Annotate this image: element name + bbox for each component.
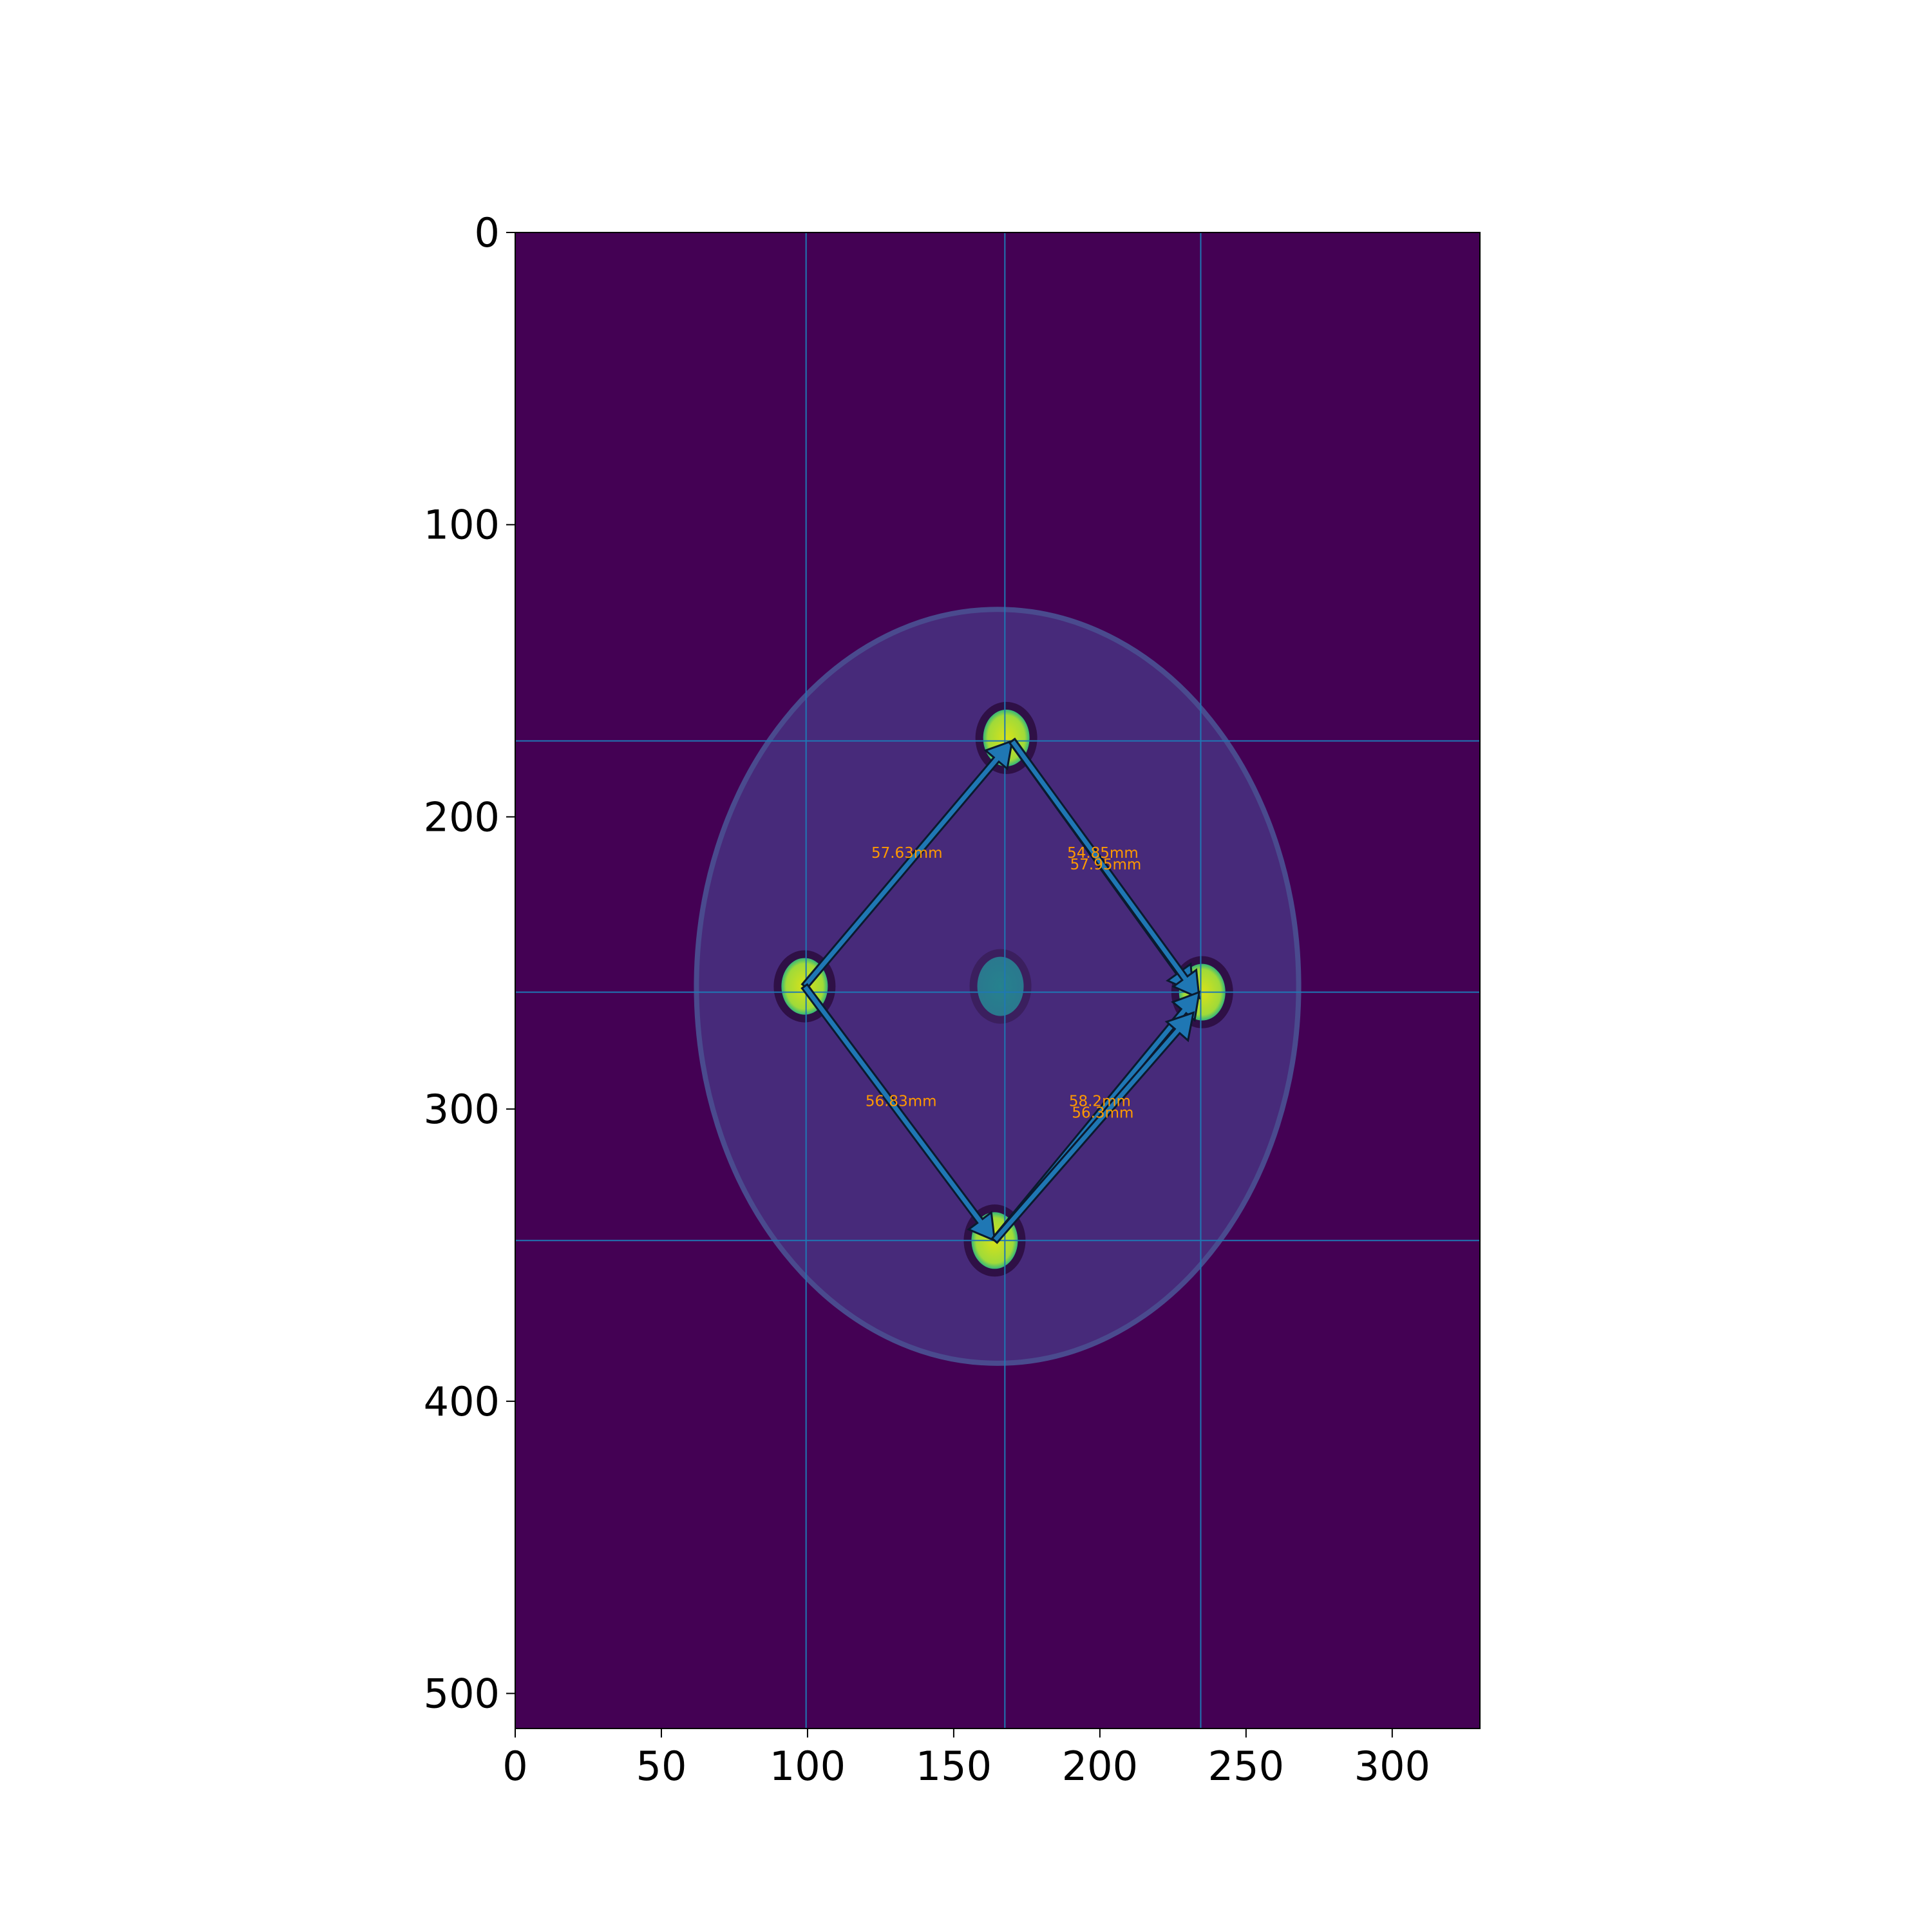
y-tick-label: 100 xyxy=(424,502,500,549)
y-tick-label: 200 xyxy=(424,793,500,840)
image-content xyxy=(515,232,1480,1728)
x-tick-label: 200 xyxy=(1062,1743,1138,1790)
y-tick-label: 300 xyxy=(424,1086,500,1133)
y-tick-label: 500 xyxy=(424,1671,500,1718)
image-axes xyxy=(515,232,1481,1729)
x-tick-label: 0 xyxy=(502,1743,527,1790)
x-tick-label: 150 xyxy=(916,1743,992,1790)
measurement-label: 57.95mm xyxy=(1070,857,1142,873)
x-tick-label: 100 xyxy=(770,1743,846,1790)
axis-ticks: 0 50 100 150 200 250 300 0 100 200 300 400 500 xyxy=(424,209,1430,1790)
measurement-arrow-5 xyxy=(990,1011,1195,1244)
x-tick-label: 300 xyxy=(1354,1743,1430,1790)
x-tick-label: 250 xyxy=(1208,1743,1284,1790)
y-tick-label: 400 xyxy=(424,1378,500,1425)
measurement-label: 56.3mm xyxy=(1072,1105,1133,1122)
measurement-label: 56.83mm xyxy=(866,1094,937,1110)
measurement-label: 57.63mm xyxy=(871,845,943,862)
measurement-arrow-0 xyxy=(800,739,1014,990)
measurement-arrow-2 xyxy=(1008,737,1200,1000)
measurement-arrow-3 xyxy=(800,983,996,1242)
axes-frame xyxy=(515,232,1481,1729)
x-tick-label: 50 xyxy=(636,1743,687,1790)
measurement-label: 54.85mm xyxy=(1067,845,1139,862)
center-blob xyxy=(977,956,1024,1016)
measurement-label: 58.2mm xyxy=(1069,1094,1131,1110)
y-tick-label: 0 xyxy=(475,209,500,256)
